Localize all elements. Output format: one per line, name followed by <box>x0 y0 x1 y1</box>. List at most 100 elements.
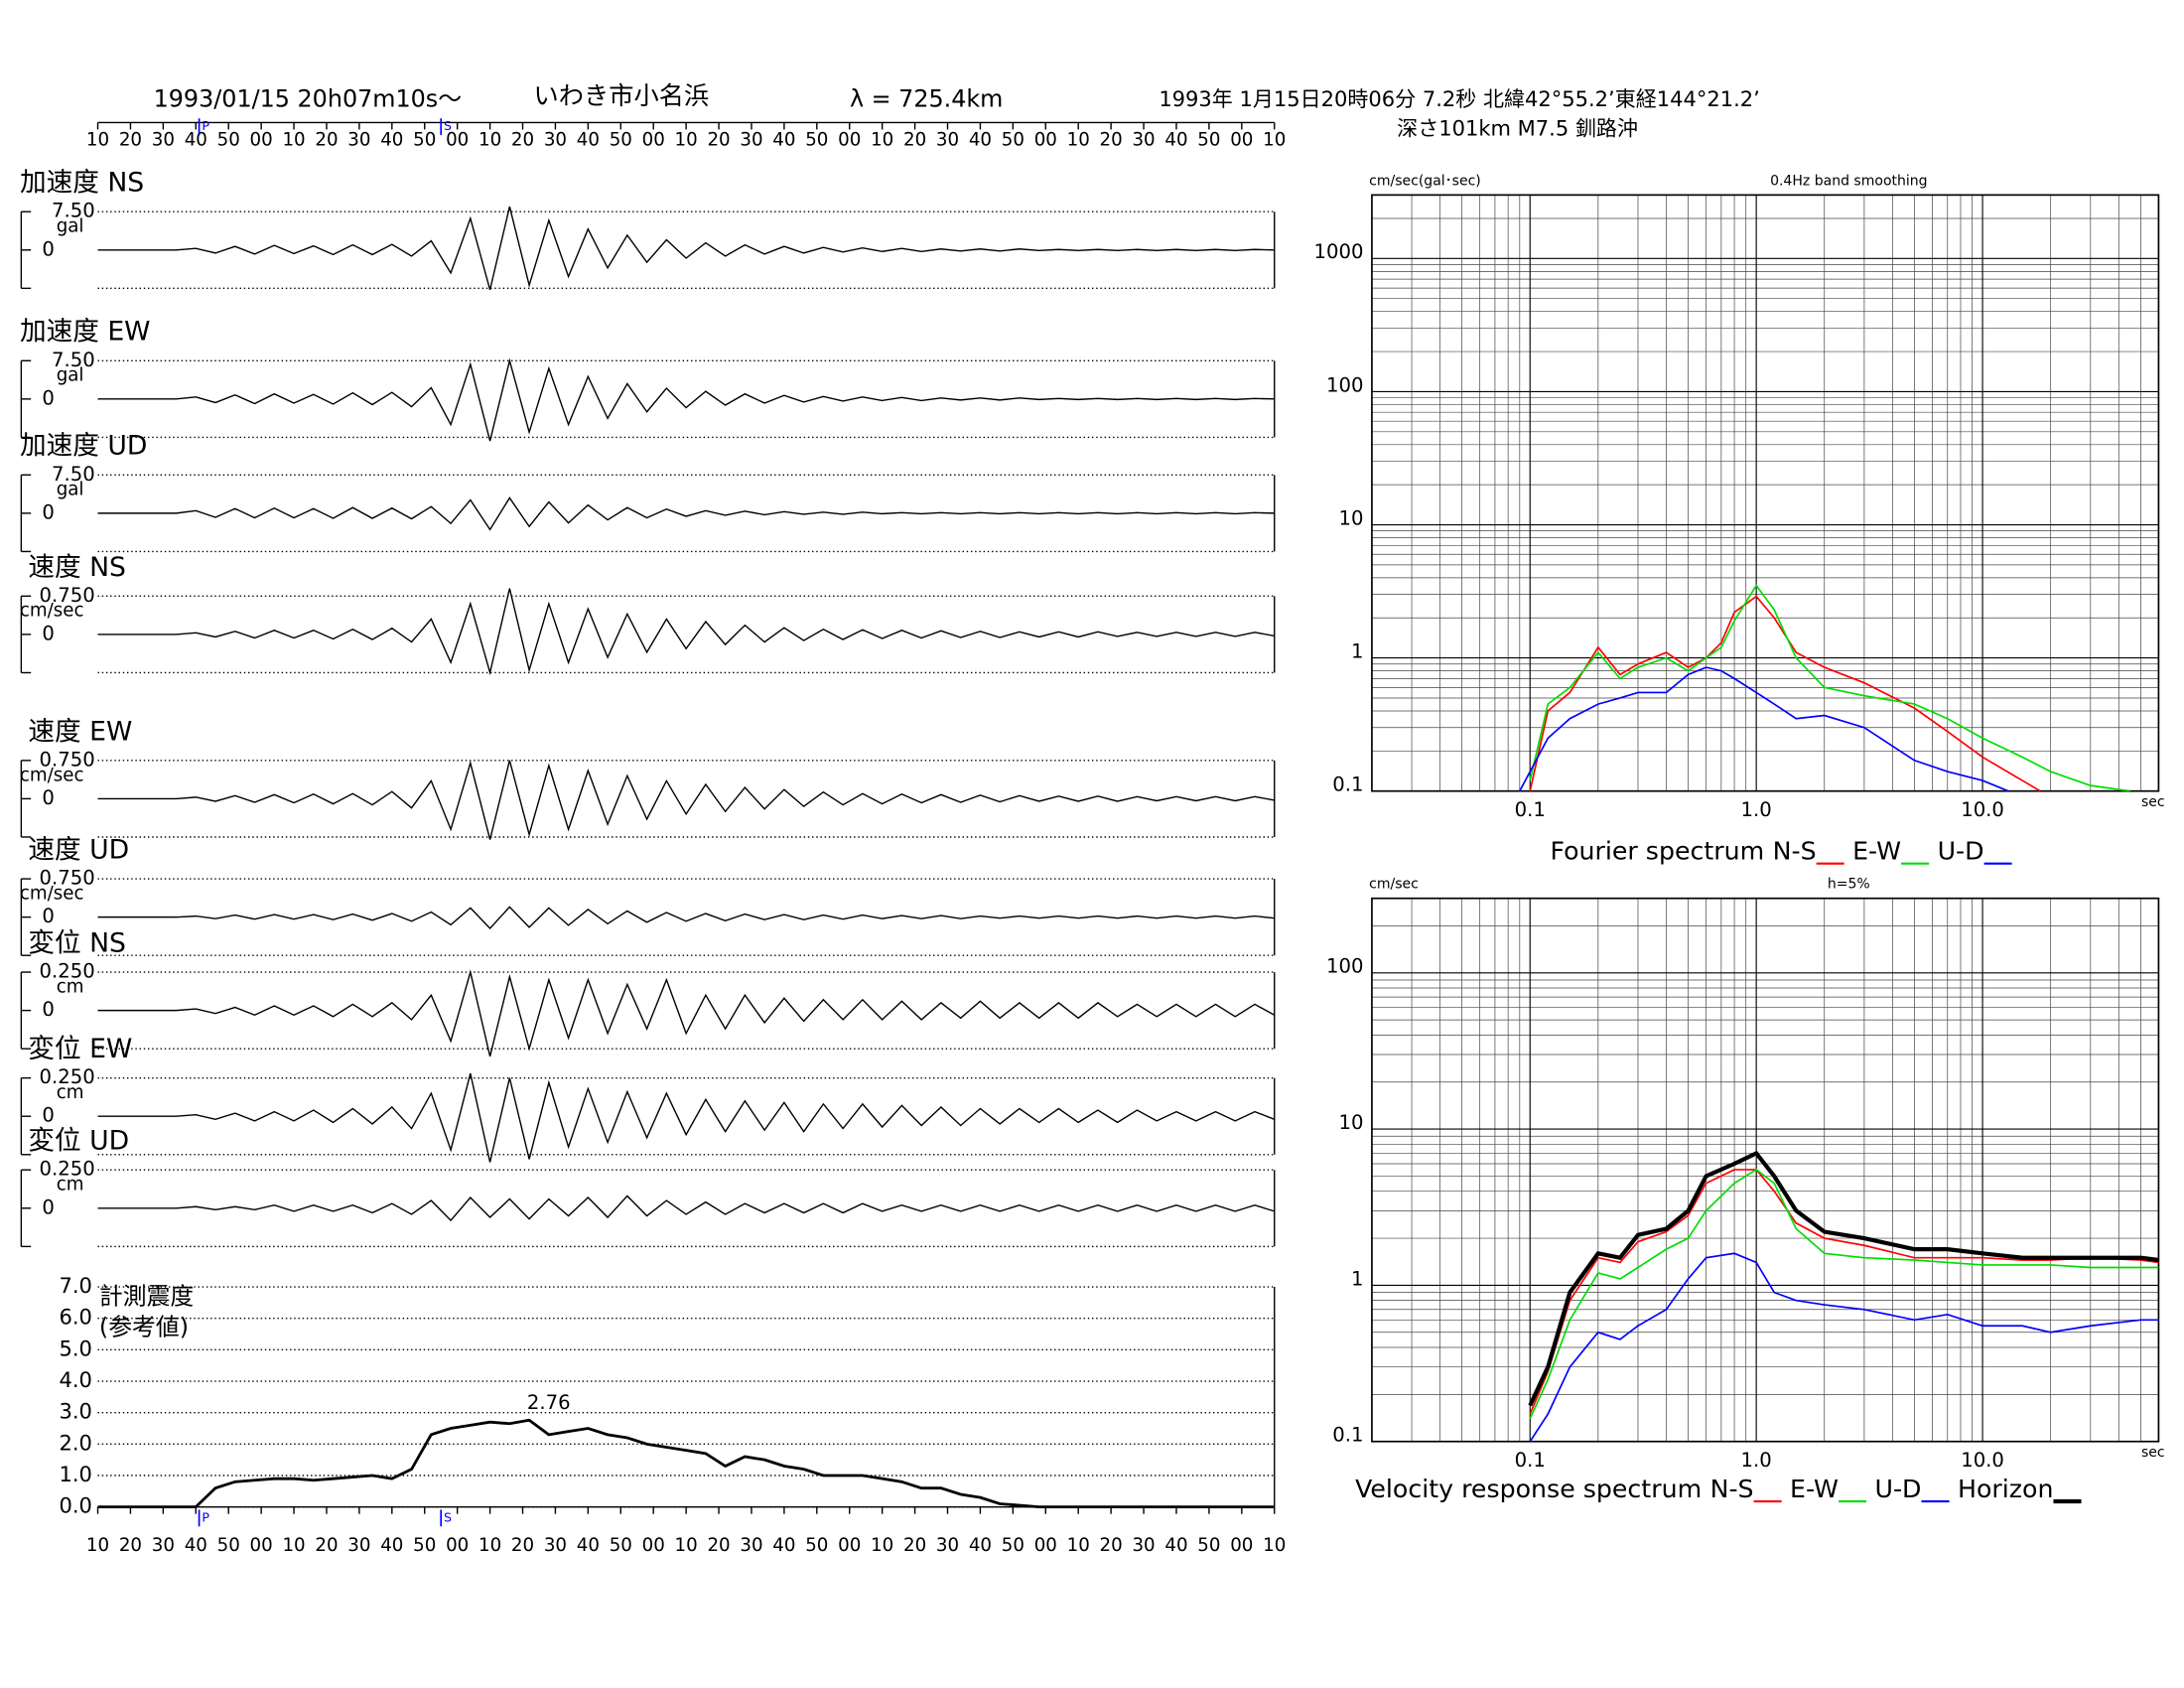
trace-title: 速度 EW <box>28 716 132 747</box>
legend-label: N-S <box>1710 1475 1754 1503</box>
legend-label: U-D <box>1874 1475 1921 1503</box>
x-tick-label: 50 <box>217 130 240 151</box>
x-tick-label: 00 <box>250 130 273 151</box>
waveform <box>97 1195 1275 1222</box>
x-tick-label: 10 <box>478 130 501 151</box>
x-tick-label: 0.1 <box>1515 1449 1546 1472</box>
x-tick-label: 40 <box>772 130 795 151</box>
plot-frame <box>1371 897 2160 1443</box>
x-tick-label: 20 <box>1100 1535 1123 1556</box>
y-tick-label: 3.0 <box>59 1399 91 1424</box>
peak-label: 2.76 <box>527 1391 571 1414</box>
x-tick-label: 1.0 <box>1741 798 1772 821</box>
x-tick-label: 20 <box>1100 130 1123 151</box>
y-tick-label: 10 <box>1339 1111 1364 1134</box>
x-tick-label: 30 <box>740 1535 762 1556</box>
x-tick-label: 50 <box>1002 130 1024 151</box>
trace-title: 加速度 EW <box>20 317 151 348</box>
x-tick-label: 40 <box>185 130 207 151</box>
waveform <box>97 760 1275 840</box>
x-tick-label: 50 <box>1197 1535 1220 1556</box>
x-tick-label: 00 <box>642 130 665 151</box>
x-tick-label: 50 <box>610 130 632 151</box>
x-tick-label: 40 <box>969 1535 992 1556</box>
x-tick-label: 40 <box>577 1535 600 1556</box>
waveform <box>97 906 1275 929</box>
waveform <box>97 496 1275 531</box>
y-tick-label: 7.50 <box>52 463 95 486</box>
y-tick-label: 1 <box>1351 1267 1364 1290</box>
y-tick-label: 0 <box>42 386 55 409</box>
x-tick-label: 30 <box>740 130 762 151</box>
y-tick-label: 0.750 <box>40 867 95 890</box>
x-tick-label: 10 <box>1263 130 1286 151</box>
x-tick-label: 20 <box>707 130 730 151</box>
phase-label: P <box>202 1509 209 1524</box>
phase-label: S <box>444 118 452 133</box>
x-tick-label: 0.1 <box>1515 798 1546 821</box>
unit-label: cm <box>57 1082 84 1103</box>
legend-label: E-W <box>1852 836 1901 865</box>
y-tick-label: 1 <box>1351 640 1364 663</box>
waveform <box>97 969 1276 1057</box>
station: いわき市小名浜 <box>534 81 710 110</box>
y-tick-label: 4.0 <box>59 1367 91 1392</box>
unit-label: cm <box>57 976 84 997</box>
y-tick-label: 0.1 <box>1332 1424 1363 1447</box>
unit-label: cm/sec <box>20 765 84 785</box>
y-tick-label: 7.50 <box>52 349 95 371</box>
x-tick-label: 30 <box>347 130 370 151</box>
x-tick-label: 40 <box>380 130 403 151</box>
x-unit: sec <box>2141 794 2165 810</box>
x-tick-label: 1.0 <box>1741 1449 1772 1472</box>
y-tick-label: 0 <box>42 998 55 1021</box>
y-tick-label: 0 <box>42 905 55 927</box>
x-tick-label: 10 <box>282 1535 305 1556</box>
x-tick-label: 20 <box>903 130 926 151</box>
y-tick-label: 0 <box>42 500 55 523</box>
unit-label: gal <box>57 480 84 500</box>
x-tick-label: 00 <box>1034 130 1057 151</box>
spectrum-line <box>1529 584 2131 791</box>
trace-title: 加速度 NS <box>20 168 144 199</box>
x-tick-label: 10.0 <box>1961 798 2004 821</box>
spectrum-line <box>1529 1168 2159 1420</box>
y-tick-label: 100 <box>1326 373 1363 396</box>
plot-frame <box>1371 194 2160 792</box>
x-tick-label: 50 <box>1197 130 1220 151</box>
origin: 1993年 1月15日20時06分 7.2秒 北緯42°55.2’東経144°2… <box>1159 86 1760 111</box>
note: 0.4Hz band smoothing <box>1770 173 1928 189</box>
x-tick-label: 30 <box>936 1535 959 1556</box>
y-tick-label: 0.0 <box>59 1493 91 1518</box>
unit-label: gal <box>57 216 84 237</box>
x-tick-label: 40 <box>380 1535 403 1556</box>
x-tick-label: 40 <box>185 1535 207 1556</box>
x-tick-label: 40 <box>1164 1535 1187 1556</box>
x-tick-label: 20 <box>707 1535 730 1556</box>
x-tick-label: 20 <box>903 1535 926 1556</box>
x-tick-label: 40 <box>772 1535 795 1556</box>
x-tick-label: 10 <box>1067 130 1090 151</box>
spectrum-line <box>1529 595 2041 791</box>
x-tick-label: 50 <box>610 1535 632 1556</box>
unit-label: cm/sec <box>20 601 84 622</box>
record-time: 1993/01/15 20h07m10s～ <box>154 84 462 112</box>
x-tick-label: 50 <box>217 1535 240 1556</box>
source: 深さ101km M7.5 釧路沖 <box>1397 115 1638 140</box>
x-tick-label: 00 <box>1230 1535 1253 1556</box>
y-tick-label: 10 <box>1339 506 1364 529</box>
trace-title: 変位 UD <box>28 1126 129 1157</box>
legend-label: E-W <box>1790 1475 1839 1503</box>
x-tick-label: 40 <box>969 130 992 151</box>
x-tick-label: 10 <box>675 130 698 151</box>
distance: λ = 725.4km <box>850 84 1003 112</box>
phase-label: P <box>202 118 209 133</box>
trace-title: 速度 NS <box>28 552 126 583</box>
y-tick-label: 0 <box>42 237 55 260</box>
x-tick-label: 50 <box>805 1535 828 1556</box>
y-tick-label: 0.250 <box>40 1158 95 1181</box>
phase-label: S <box>444 1509 452 1524</box>
x-tick-label: 10 <box>1067 1535 1090 1556</box>
y-tick-label: 6.0 <box>59 1305 91 1330</box>
y-tick-label: 0.750 <box>40 748 95 771</box>
